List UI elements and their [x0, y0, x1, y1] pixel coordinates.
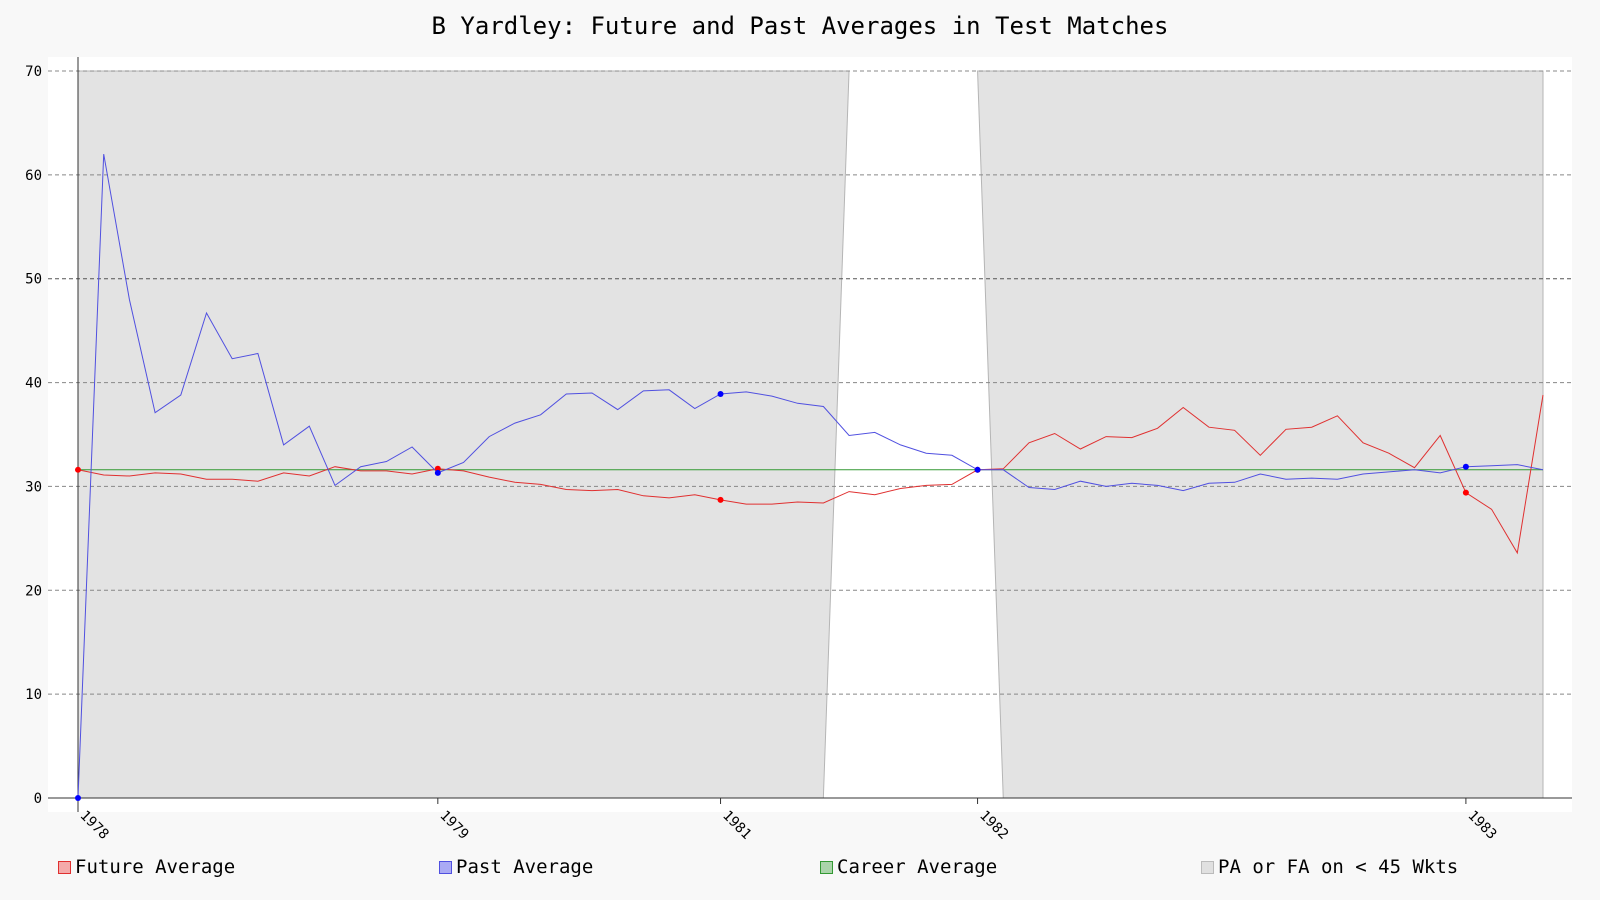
plot-area: 0 10 20 30 40 50 60 70 1978 1979 1981 1982 1983 [25, 57, 1572, 843]
future-average-point [75, 466, 81, 473]
legend-label-future: Future Average [75, 856, 236, 878]
shaded-region [977, 70, 1544, 799]
y-tick-label: 0 [34, 791, 42, 807]
x-tick-label: 1979 [436, 808, 471, 843]
shaded-region [77, 70, 850, 799]
legend-label-shaded: PA or FA on < 45 Wkts [1218, 856, 1459, 878]
x-tick-label: 1982 [976, 808, 1011, 843]
y-tick-label: 40 [25, 376, 42, 392]
past-average-point [75, 795, 81, 801]
y-tick-label: 10 [25, 687, 42, 703]
future-average-line [77, 394, 1544, 555]
past-average-point [717, 390, 724, 397]
x-tick-label: 1983 [1464, 808, 1499, 843]
past-average-point [1462, 463, 1469, 470]
future-average-point [1462, 489, 1469, 496]
past-average-line [77, 154, 1544, 799]
y-tick-label: 70 [25, 64, 42, 80]
future-average-point [717, 496, 724, 503]
legend-item-past: Past Average [439, 856, 593, 878]
legend: Future Average Past Average Career Avera… [0, 856, 1600, 886]
legend-label-career: Career Average [837, 856, 998, 878]
y-tick-label: 50 [25, 272, 42, 288]
chart-title: B Yardley: Future and Past Averages in T… [431, 12, 1169, 40]
future-average-point [434, 465, 441, 472]
y-tick-label: 30 [25, 479, 42, 495]
legend-item-career: Career Average [820, 856, 997, 878]
x-tick-label: 1978 [77, 808, 112, 843]
past-average-point [434, 469, 441, 476]
y-tick-label: 60 [25, 168, 42, 184]
legend-swatch-past [439, 860, 452, 874]
legend-item-shaded: PA or FA on < 45 Wkts [1201, 856, 1458, 878]
legend-swatch-future [58, 860, 71, 874]
x-tick-label: 1981 [719, 808, 754, 843]
past-average-point [974, 466, 981, 473]
legend-label-past: Past Average [456, 856, 594, 878]
legend-swatch-career [820, 860, 833, 874]
y-tick-label: 20 [25, 583, 42, 599]
legend-item-future: Future Average [58, 856, 235, 878]
legend-swatch-shaded [1201, 860, 1214, 874]
